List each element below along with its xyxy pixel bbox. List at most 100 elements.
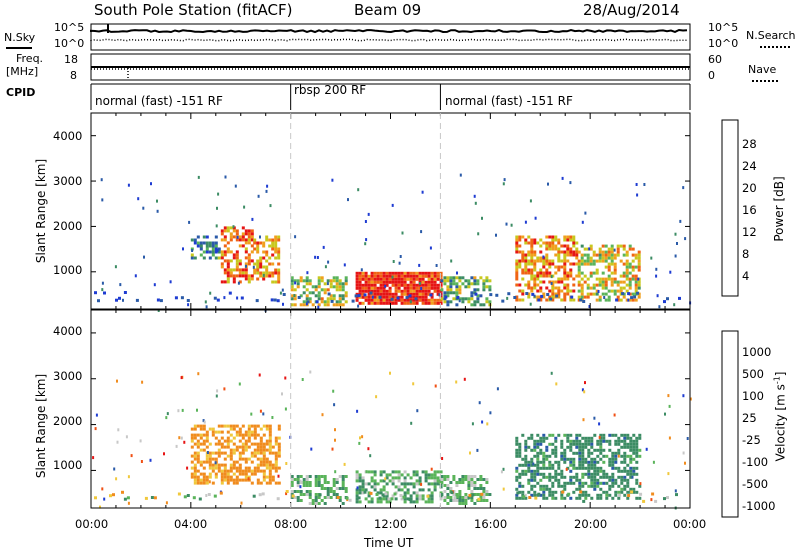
x-tick: 16:00 bbox=[474, 517, 508, 531]
heatmap-cell bbox=[542, 433, 546, 437]
heatmap-cell bbox=[335, 481, 339, 484]
heatmap-cell bbox=[464, 493, 468, 496]
heatmap-cell bbox=[689, 397, 692, 401]
heatmap-cell bbox=[379, 298, 383, 302]
heatmap-cell bbox=[418, 263, 421, 267]
heatmap-cell bbox=[403, 470, 407, 474]
heatmap-cell bbox=[277, 238, 281, 242]
heatmap-cell bbox=[412, 382, 415, 386]
heatmap-cell bbox=[202, 439, 206, 443]
heatmap-cell bbox=[617, 439, 621, 443]
heatmap-cell bbox=[533, 294, 536, 298]
heatmap-cell bbox=[590, 436, 594, 440]
heatmap-cell bbox=[566, 457, 570, 461]
heatmap-cell bbox=[536, 283, 540, 287]
heatmap-cell bbox=[226, 454, 230, 458]
heatmap-cell bbox=[557, 280, 561, 284]
heatmap-cell bbox=[637, 283, 641, 287]
heatmap-cell bbox=[470, 291, 474, 295]
heatmap-cell bbox=[250, 244, 254, 248]
heatmap-cell bbox=[232, 448, 236, 452]
heatmap-cell bbox=[628, 277, 632, 281]
heatmap-cell bbox=[299, 499, 303, 502]
heatmap-cell bbox=[582, 418, 585, 422]
heatmap-cell bbox=[625, 298, 629, 302]
heatmap-cell bbox=[557, 433, 561, 437]
heatmap-cell bbox=[584, 445, 588, 449]
heatmap-cell bbox=[611, 496, 615, 500]
heatmap-cell bbox=[311, 502, 315, 505]
heatmap-cell bbox=[268, 451, 272, 455]
heatmap-cell bbox=[603, 296, 606, 299]
heatmap-cell bbox=[262, 273, 265, 277]
heatmap-cell bbox=[358, 286, 362, 290]
heatmap-cell bbox=[482, 285, 486, 289]
heatmap-cell bbox=[418, 282, 421, 285]
heatmap-cell bbox=[370, 476, 374, 480]
heatmap-cell bbox=[397, 274, 401, 278]
heatmap-cell bbox=[628, 286, 632, 290]
heatmap-cell bbox=[602, 469, 606, 473]
heatmap-cell bbox=[250, 460, 254, 464]
heatmap-cell bbox=[444, 295, 448, 299]
heatmap-cell bbox=[430, 491, 434, 495]
heatmap-cell bbox=[376, 289, 380, 293]
heatmap-cell bbox=[464, 297, 468, 301]
heatmap-cell bbox=[596, 442, 600, 446]
heatmap-cell bbox=[440, 279, 444, 283]
heatmap-cell bbox=[235, 265, 239, 269]
heatmap-cell bbox=[376, 280, 380, 284]
heatmap-cell bbox=[335, 282, 339, 286]
heatmap-cell bbox=[540, 294, 544, 298]
heatmap-cell bbox=[364, 482, 368, 486]
heatmap-cell bbox=[592, 271, 596, 275]
heatmap-cell bbox=[581, 388, 584, 392]
heatmap-cell bbox=[226, 262, 230, 266]
heatmap-cell bbox=[560, 496, 564, 500]
heatmap-cell bbox=[193, 469, 197, 473]
heatmap-cell bbox=[575, 262, 579, 266]
heatmap-cell bbox=[599, 445, 603, 449]
heatmap-cell bbox=[635, 481, 639, 485]
heatmap-cell bbox=[394, 277, 398, 281]
heatmap-cell bbox=[632, 445, 636, 449]
heatmap-cell bbox=[250, 442, 254, 446]
heatmap-cell bbox=[373, 283, 377, 287]
heatmap-cell bbox=[259, 448, 263, 452]
heatmap-cell bbox=[308, 490, 312, 493]
heatmap-cell bbox=[613, 289, 617, 293]
heatmap-cell bbox=[406, 277, 410, 281]
heatmap-cell bbox=[485, 478, 489, 481]
heatmap-cell bbox=[415, 491, 419, 495]
heatmap-cell bbox=[308, 297, 312, 301]
noise-sky-series bbox=[90, 28, 688, 34]
heatmap-cell bbox=[563, 277, 567, 281]
heatmap-cell bbox=[271, 445, 275, 449]
heatmap-cell bbox=[533, 469, 537, 473]
heatmap-cell bbox=[211, 463, 215, 467]
heatmap-cell bbox=[290, 276, 294, 280]
heatmap-cell bbox=[268, 244, 272, 248]
heatmap-cell bbox=[311, 303, 315, 307]
heatmap-cell bbox=[477, 232, 480, 236]
heatmap-cell bbox=[391, 271, 395, 275]
heatmap-cell bbox=[551, 241, 555, 245]
heatmap-cell bbox=[536, 439, 540, 443]
heatmap-cell bbox=[205, 439, 209, 443]
heatmap-cell bbox=[156, 298, 160, 302]
heatmap-cell bbox=[560, 442, 564, 446]
heatmap-cell bbox=[355, 271, 359, 275]
heatmap-cell bbox=[593, 484, 597, 488]
heatmap-cell bbox=[308, 279, 312, 283]
heatmap-cell bbox=[539, 250, 543, 254]
heatmap-cell bbox=[376, 298, 380, 302]
heatmap-cell bbox=[385, 497, 389, 501]
heatmap-cell bbox=[476, 294, 480, 298]
heatmap-cell bbox=[305, 481, 309, 484]
heatmap-cell bbox=[467, 496, 470, 500]
heatmap-cell bbox=[583, 295, 587, 299]
heatmap-cell bbox=[370, 274, 374, 278]
heatmap-cell bbox=[501, 299, 505, 303]
heatmap-cell bbox=[357, 294, 361, 298]
heatmap-cell bbox=[539, 238, 543, 242]
